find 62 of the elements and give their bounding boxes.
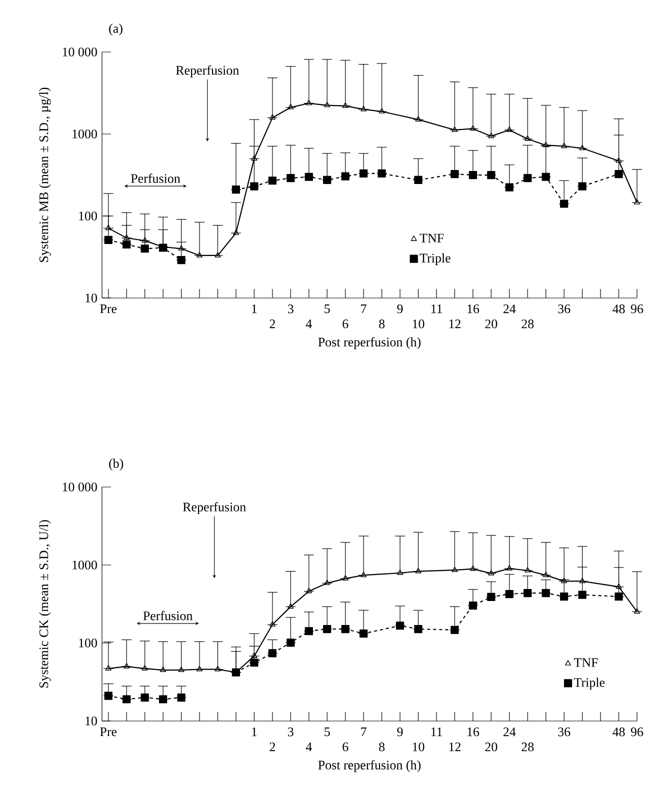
x-tick-label: 6: [342, 320, 348, 328]
x-tick-label: 9: [397, 728, 403, 736]
x-tick-label: 24: [503, 728, 516, 736]
x-tick-label: 1: [252, 728, 257, 736]
x-tick-label: 36: [558, 728, 570, 736]
x-tick-label: 8: [379, 320, 385, 328]
legend-label: TNF: [574, 658, 598, 667]
x-tick-label: 48: [612, 304, 625, 314]
y-tick-label: 100: [79, 638, 97, 648]
x-tick-label: 28: [522, 742, 534, 752]
x-tick-label: 96: [630, 728, 644, 736]
x-tick-label: 10: [412, 320, 424, 328]
x-tick-label: 8: [379, 742, 385, 752]
x-tick-label: 3: [288, 304, 294, 314]
y-tick-label: 10 000: [62, 48, 97, 56]
x-tick-label: 12: [449, 320, 460, 328]
y-tick-label: 1000: [72, 560, 97, 570]
x-tick-label: 16: [468, 728, 480, 736]
y-axis-title: Systemic MB (mean ± S.D., µg/l): [39, 88, 51, 262]
x-tick-label: 36: [558, 304, 570, 314]
x-tick-label: 5: [324, 728, 330, 736]
annotation: Perfusion: [130, 174, 180, 183]
x-axis-title: Post reperfusion (h): [318, 337, 421, 350]
legend-label: Triple: [574, 678, 605, 690]
x-tick-label: 2: [270, 320, 275, 328]
y-tick-label: 10: [86, 716, 97, 726]
chart-title: (a): [109, 24, 122, 36]
x-tick-label: 20: [485, 320, 498, 328]
x-tick-label: 2: [270, 742, 275, 752]
y-axis-title: Systemic CK (mean ± S.D., U/l): [39, 520, 51, 688]
y-tick-label: 10 000: [62, 482, 97, 492]
x-tick-label: 6: [342, 742, 348, 752]
x-tick-label: 11: [431, 304, 442, 314]
x-tick-label: Pre: [100, 304, 117, 314]
x-tick-label: 9: [397, 304, 403, 314]
x-tick-label: 11: [431, 728, 442, 736]
x-tick-label: 7: [361, 728, 366, 736]
y-tick-label: 1000: [72, 130, 97, 138]
x-tick-label: 28: [522, 320, 534, 328]
y-tick-label: 10: [86, 294, 97, 302]
x-tick-label: 96: [630, 304, 644, 314]
legend-label: Triple: [420, 253, 450, 266]
x-tick-label: 1: [252, 304, 257, 314]
annotation: Reperfusion: [176, 65, 239, 78]
x-tick-label: 12: [449, 742, 460, 752]
x-axis-title: Post reperfusion (h): [318, 760, 421, 772]
x-tick-label: 48: [612, 728, 625, 736]
legend-label: TNF: [420, 234, 444, 242]
x-tick-label: 16: [468, 304, 480, 314]
x-tick-label: 20: [485, 742, 498, 752]
x-tick-label: 24: [503, 304, 516, 314]
y-tick-label: 100: [79, 212, 97, 220]
annotation: Reperfusion: [182, 502, 246, 514]
x-tick-label: 4: [306, 742, 312, 752]
annotation: Perfusion: [143, 610, 193, 620]
x-tick-label: 10: [412, 742, 424, 752]
chart-title: (b): [109, 458, 124, 470]
x-tick-label: 3: [288, 728, 294, 736]
x-tick-label: 5: [324, 304, 330, 314]
x-tick-label: 7: [361, 304, 366, 314]
x-tick-label: Pre: [100, 728, 117, 736]
x-tick-label: 4: [306, 320, 312, 328]
